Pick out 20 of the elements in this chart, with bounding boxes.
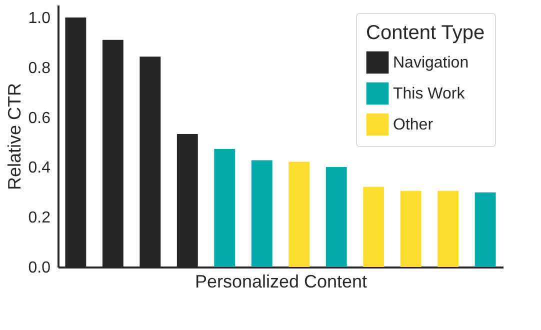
y-tick-label: 0.6 <box>28 110 51 127</box>
legend-title: Content Type <box>366 22 485 44</box>
y-tick-label: 0.4 <box>28 160 51 177</box>
x-axis-title: Personalized Content <box>194 272 368 292</box>
y-tick-label: 1.0 <box>28 10 51 27</box>
y-tick-label: 0.2 <box>28 210 51 227</box>
bar <box>363 186 384 267</box>
bar <box>438 190 459 267</box>
legend-label: Other <box>393 116 434 134</box>
legend-label: Navigation <box>393 54 469 72</box>
bar <box>326 166 347 267</box>
y-tick-label: 0.0 <box>28 260 51 276</box>
bar <box>474 192 496 267</box>
bar <box>400 190 422 267</box>
legend-label: This Work <box>393 86 466 102</box>
bar <box>214 148 236 267</box>
y-axis-title: Relative CTR <box>4 82 24 190</box>
y-tick-label: 0.8 <box>28 60 51 77</box>
bar <box>288 162 310 267</box>
bar <box>251 160 272 267</box>
